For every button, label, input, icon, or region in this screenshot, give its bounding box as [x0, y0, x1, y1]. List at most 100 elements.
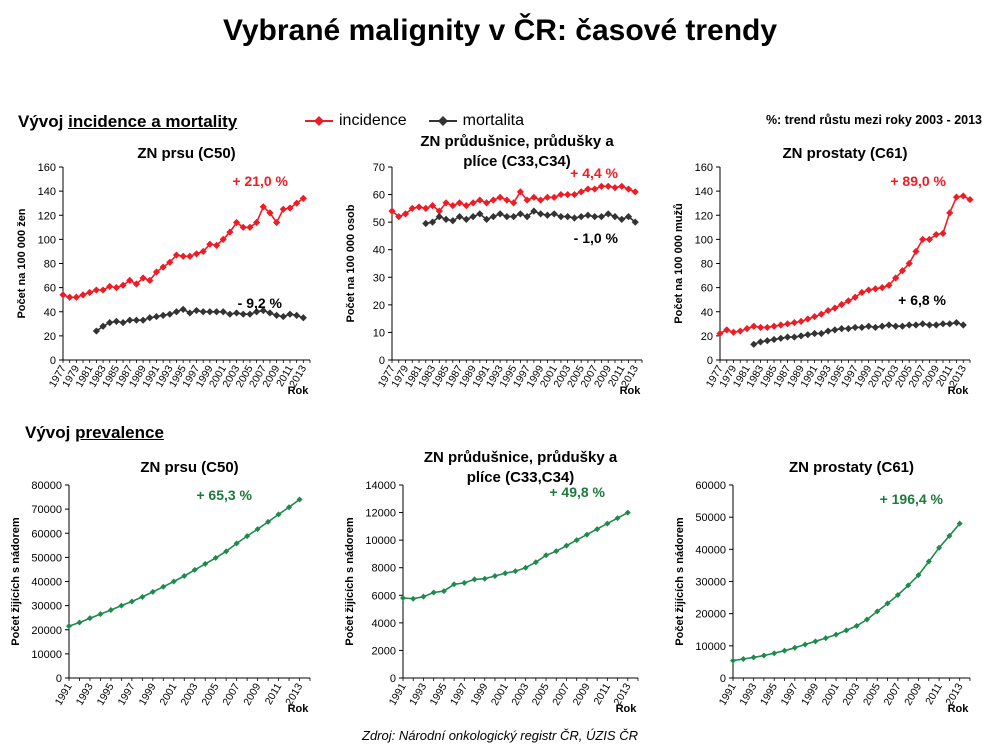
data-point-incidence: [804, 315, 812, 323]
data-point-incidence: [286, 204, 294, 212]
legend-marker-mortalita: [428, 116, 457, 126]
data-point-incidence: [723, 326, 731, 334]
data-point-prevalence: [956, 520, 963, 527]
x-tick-label: 1993: [74, 681, 96, 707]
data-point-mortalita: [905, 321, 913, 329]
data-point-mortalita: [631, 218, 639, 226]
data-point-mortalita: [286, 310, 294, 318]
data-point-prevalence: [76, 619, 83, 626]
data-point-incidence: [932, 230, 940, 239]
data-point-mortalita: [293, 311, 301, 319]
y-tick-label: 50000: [695, 512, 726, 524]
data-point-incidence: [919, 235, 927, 243]
data-point-prevalence: [905, 582, 912, 589]
y-tick-label: 100: [695, 234, 713, 246]
section-heading-prefix: Vývoj: [18, 112, 69, 131]
data-point-prevalence: [532, 559, 539, 566]
y-tick-label: 120: [38, 210, 56, 222]
data-point-incidence: [959, 192, 967, 200]
data-point-mortalita: [166, 310, 174, 318]
data-point-incidence: [510, 199, 518, 207]
x-tick-label: 2009: [902, 681, 924, 707]
data-point-incidence: [496, 193, 504, 201]
trend-annotation: + 4,4 %: [570, 165, 618, 181]
x-tick-label: 2011: [923, 681, 945, 707]
data-point-mortalita: [597, 213, 606, 221]
trend-note: %: trend růstu mezi roky 2003 - 2013: [765, 113, 982, 127]
data-point-mortalita: [564, 213, 572, 221]
x-tick-label: 1997: [448, 681, 470, 707]
data-point-prevalence: [936, 544, 943, 551]
data-point-incidence: [790, 319, 798, 327]
data-point-incidence: [952, 193, 961, 201]
data-point-mortalita: [92, 327, 100, 335]
x-tick-label: 1997: [116, 681, 138, 707]
chart-title: ZN průdušnice, průdušky a: [420, 133, 614, 150]
y-tick-label: 80: [701, 259, 713, 271]
data-point-mortalita: [932, 321, 940, 329]
x-tick-label: 2005: [861, 681, 883, 707]
data-point-prevalence: [802, 641, 809, 648]
data-point-incidence: [597, 182, 606, 190]
data-point-incidence: [119, 281, 127, 289]
trend-annotation: + 6,8 %: [898, 292, 946, 308]
data-point-mortalita: [912, 321, 920, 329]
data-point-prevalence: [730, 657, 736, 664]
data-point-prevalence: [160, 583, 167, 590]
data-point-incidence: [86, 288, 94, 297]
data-point-incidence: [624, 185, 633, 193]
section-heading-underlined: prevalence: [75, 423, 164, 442]
x-tick-label: 1995: [428, 681, 450, 707]
data-point-incidence: [159, 263, 167, 271]
data-point-prevalence: [296, 496, 303, 503]
y-tick-label: 30: [373, 272, 385, 284]
data-point-incidence: [99, 286, 107, 294]
y-tick-label: 0: [50, 355, 56, 367]
data-point-prevalence: [139, 593, 146, 600]
x-tick-label: 1991: [387, 681, 409, 707]
y-tick-label: 20: [373, 300, 385, 312]
data-point-incidence: [299, 194, 307, 202]
chart-3: ZN prostaty (C61)02040608010012014016019…: [673, 145, 974, 397]
data-point-mortalita: [939, 320, 947, 328]
data-point-mortalita: [226, 310, 234, 318]
data-point-incidence: [435, 207, 443, 215]
x-tick-label: 1991: [717, 681, 739, 707]
data-point-incidence: [206, 240, 214, 248]
legend-item-incidence: incidence: [305, 112, 407, 130]
data-point-mortalita: [783, 333, 792, 341]
data-point-prevalence: [522, 564, 529, 571]
data-point-incidence: [885, 281, 893, 289]
trend-annotation: + 65,3 %: [196, 487, 252, 503]
data-point-mortalita: [219, 308, 227, 316]
data-point-mortalita: [510, 213, 518, 221]
data-point-prevalence: [822, 635, 829, 642]
data-point-incidence: [279, 205, 287, 213]
x-axis-label: Rok: [620, 385, 642, 397]
data-point-prevalence: [430, 589, 437, 596]
y-tick-label: 20000: [31, 625, 62, 637]
data-point-incidence: [844, 297, 852, 305]
data-point-mortalita: [206, 308, 214, 316]
data-point-incidence: [898, 267, 907, 275]
x-tick-label: 1997: [779, 681, 801, 707]
data-point-mortalita: [435, 213, 443, 221]
data-point-prevalence: [594, 526, 601, 533]
data-point-prevalence: [86, 615, 93, 622]
data-point-incidence: [736, 327, 744, 335]
data-point-prevalence: [223, 548, 230, 555]
data-point-mortalita: [172, 308, 181, 316]
y-tick-label: 0: [390, 673, 396, 685]
data-point-prevalence: [107, 606, 114, 613]
data-point-incidence: [239, 223, 247, 231]
chart-legend: incidence mortalita: [305, 112, 546, 130]
y-tick-label: 10: [373, 327, 385, 339]
data-point-mortalita: [119, 319, 127, 327]
x-axis-label: Rok: [948, 703, 970, 715]
data-point-mortalita: [476, 210, 484, 218]
data-point-prevalence: [502, 570, 509, 577]
trend-annotation: - 1,0 %: [574, 230, 619, 246]
data-point-incidence: [186, 252, 194, 260]
data-point-mortalita: [489, 213, 497, 221]
data-point-prevalence: [863, 616, 870, 623]
